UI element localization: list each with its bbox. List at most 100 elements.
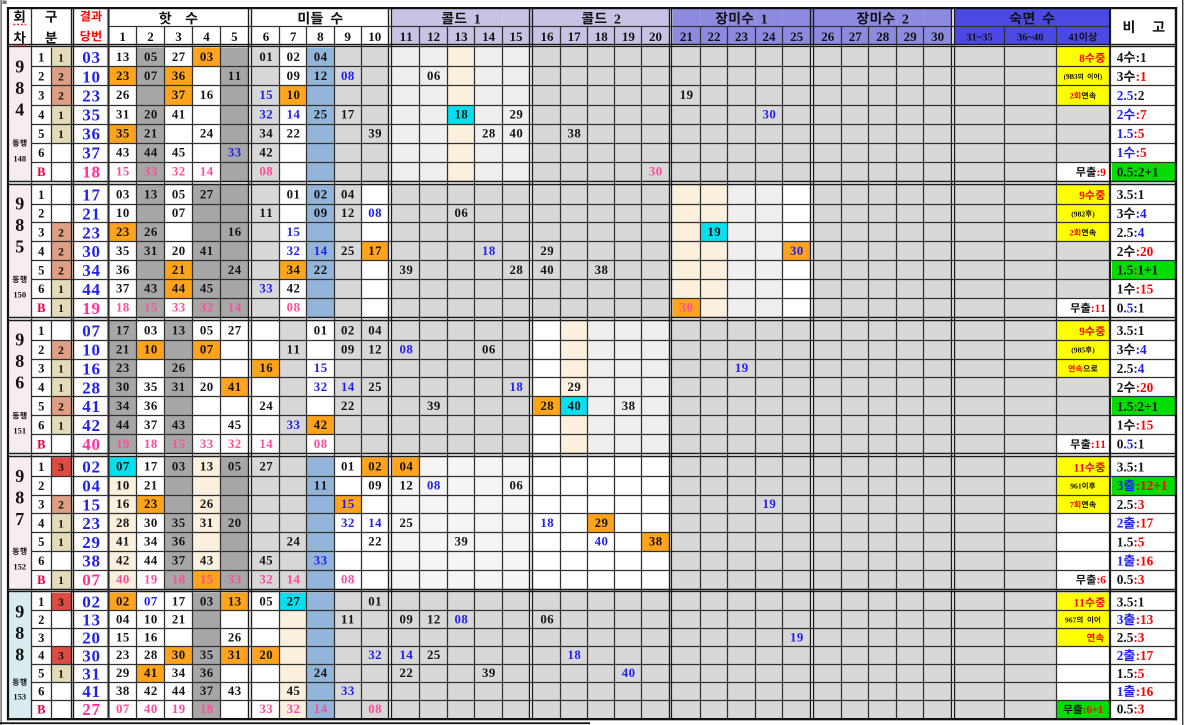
svg-text:23: 23 [116, 361, 130, 375]
svg-text:29: 29 [595, 516, 609, 530]
svg-text:19: 19 [144, 572, 158, 586]
svg-text:05: 05 [200, 323, 214, 337]
svg-text:(985: (985 [1071, 345, 1085, 354]
svg-text:18: 18 [82, 163, 101, 182]
svg-text:11: 11 [341, 612, 355, 626]
svg-text:15: 15 [287, 225, 301, 239]
svg-text::3: :3 [1133, 572, 1144, 587]
svg-text:23: 23 [82, 223, 101, 242]
svg-text:29: 29 [116, 666, 130, 680]
svg-text:3.5:1: 3.5:1 [1117, 459, 1145, 474]
svg-text:35: 35 [172, 516, 186, 530]
svg-text:9: 9 [15, 194, 24, 214]
svg-text:30: 30 [116, 380, 130, 394]
svg-text:1: 1 [38, 595, 44, 609]
svg-text:): ) [1092, 209, 1095, 218]
svg-text::12+1: :12+1 [1136, 478, 1168, 493]
svg-text:36~40: 36~40 [1017, 33, 1043, 44]
svg-text:5: 5 [38, 535, 44, 549]
svg-text:2: 2 [38, 70, 44, 84]
svg-text:3: 3 [58, 651, 64, 663]
svg-text::4: :4 [1133, 361, 1144, 376]
svg-text:15: 15 [82, 495, 101, 514]
svg-text:11: 11 [314, 478, 328, 492]
svg-text:1: 1 [1117, 145, 1124, 160]
svg-text:5: 5 [38, 263, 44, 277]
svg-text:10: 10 [82, 340, 101, 359]
svg-text:B: B [37, 573, 45, 587]
svg-text:26: 26 [144, 225, 158, 239]
svg-text:08: 08 [341, 572, 355, 586]
svg-text:14: 14 [314, 702, 328, 716]
svg-text:14: 14 [259, 437, 273, 451]
svg-text:31: 31 [172, 380, 186, 394]
svg-text:40: 40 [82, 435, 101, 454]
svg-text:03: 03 [82, 48, 101, 67]
svg-text:17: 17 [144, 460, 158, 474]
svg-text:1+1: 1+1 [1137, 263, 1158, 278]
svg-text:3: 3 [1117, 478, 1124, 493]
svg-text:40: 40 [540, 263, 554, 277]
svg-text:27: 27 [200, 187, 214, 201]
svg-text:8: 8 [15, 644, 24, 664]
svg-text:2: 2 [58, 72, 64, 84]
svg-text:1: 1 [1117, 281, 1124, 296]
svg-text:4: 4 [203, 29, 210, 44]
svg-text:1: 1 [58, 383, 64, 395]
svg-text:39: 39 [482, 666, 496, 680]
svg-text:0: 0 [1117, 300, 1124, 315]
svg-text:8: 8 [15, 487, 24, 507]
svg-text:04: 04 [314, 50, 328, 64]
svg-text::4: :4 [1136, 206, 1147, 221]
svg-text:15: 15 [259, 88, 273, 102]
svg-text:5: 5 [38, 400, 44, 414]
svg-text:16: 16 [540, 29, 554, 44]
svg-text:40: 40 [144, 702, 158, 716]
svg-text:41: 41 [116, 535, 130, 549]
svg-text:30: 30 [82, 242, 101, 261]
svg-text:10: 10 [287, 88, 301, 102]
svg-text:B: B [37, 301, 45, 315]
svg-text:13: 13 [82, 611, 101, 630]
svg-text:39: 39 [400, 263, 414, 277]
svg-text:19: 19 [735, 361, 749, 375]
svg-text:15: 15 [510, 29, 524, 44]
svg-text:09: 09 [314, 206, 328, 220]
svg-text:153: 153 [13, 691, 26, 701]
svg-text:41: 41 [172, 107, 186, 121]
svg-text:3: 3 [38, 498, 44, 512]
svg-text:3.5:1: 3.5:1 [1117, 323, 1145, 338]
svg-text:3: 3 [175, 29, 182, 44]
svg-text:): ) [1100, 74, 1102, 81]
svg-text:3: 3 [38, 89, 44, 103]
svg-text:2.5: 2.5 [1117, 361, 1134, 376]
svg-text:1.5: 1.5 [1117, 535, 1134, 550]
svg-text:2+1: 2+1 [1137, 399, 1158, 414]
svg-text::13: :13 [1136, 612, 1154, 627]
svg-text:24: 24 [259, 399, 273, 413]
svg-text:32: 32 [172, 164, 186, 178]
svg-text:01: 01 [341, 460, 355, 474]
svg-text:15: 15 [116, 630, 130, 644]
svg-text:23: 23 [116, 648, 130, 662]
svg-text:19: 19 [116, 437, 130, 451]
svg-text:06: 06 [540, 612, 554, 626]
svg-text:34: 34 [82, 261, 101, 280]
svg-text:01: 01 [368, 594, 382, 608]
svg-text:B: B [37, 165, 45, 179]
svg-text:33: 33 [259, 282, 273, 296]
svg-text:16: 16 [144, 630, 158, 644]
svg-text:1: 1 [38, 460, 44, 474]
svg-text:15: 15 [172, 437, 186, 451]
svg-text:1: 1 [1117, 553, 1124, 568]
svg-text:30: 30 [790, 244, 804, 258]
svg-text:4: 4 [38, 649, 45, 663]
svg-text:3.5:1: 3.5:1 [1117, 594, 1145, 609]
svg-text:33: 33 [259, 702, 273, 716]
svg-text:18: 18 [200, 702, 214, 716]
svg-text:24: 24 [287, 535, 301, 549]
svg-text:1: 1 [38, 51, 44, 65]
svg-text:3: 3 [1117, 69, 1124, 84]
svg-text:08: 08 [455, 612, 469, 626]
svg-text:45: 45 [287, 684, 301, 698]
